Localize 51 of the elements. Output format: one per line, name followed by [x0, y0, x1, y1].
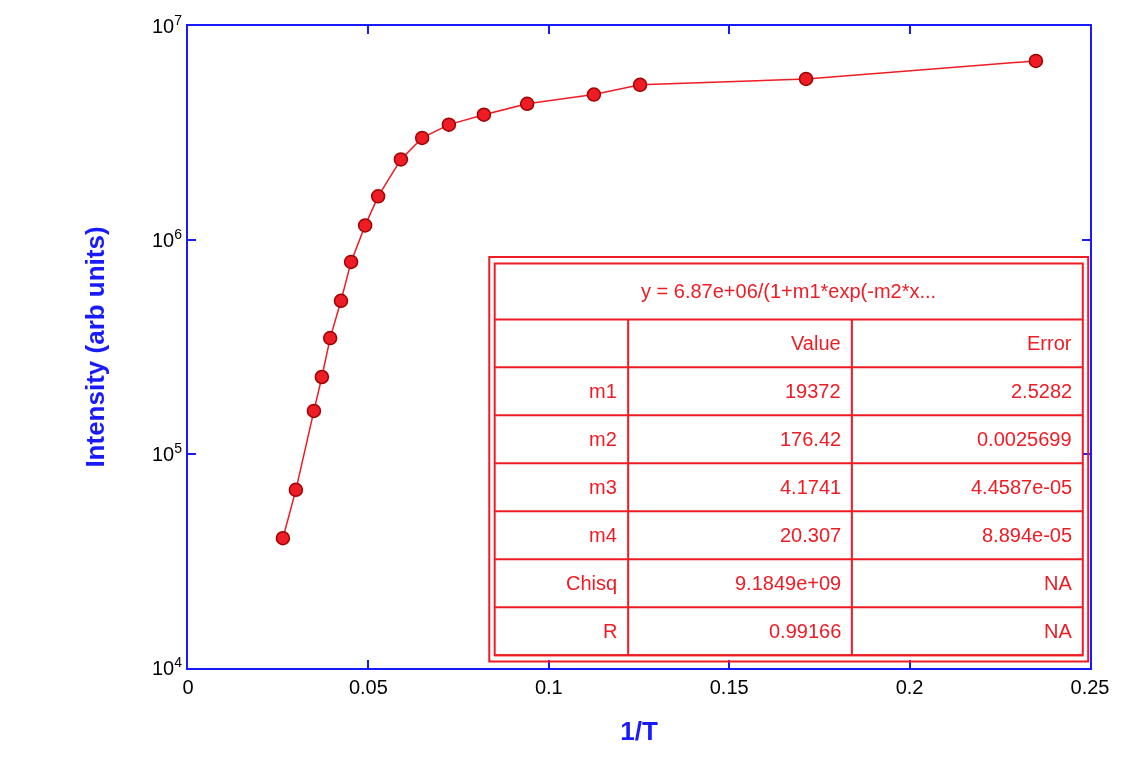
point — [343, 254, 359, 270]
x-tick-label: 0.15 — [709, 676, 749, 698]
y-tick-label: 10$^{6}$ — [151, 225, 183, 251]
annotation: 176.42 — [780, 428, 842, 450]
annotation: R — [603, 620, 618, 642]
annotation: 9.1849e+09 — [735, 572, 842, 594]
point — [333, 293, 349, 309]
point — [393, 152, 409, 167]
point — [306, 403, 322, 419]
annotation: NA — [1044, 572, 1073, 594]
annotation: 19372 — [785, 380, 841, 402]
annotation: m3 — [589, 476, 617, 498]
annotation: y = 6.87e+06/(1+m1*exp(-m2*x... — [641, 280, 937, 302]
annotation: 20.307 — [780, 524, 842, 546]
annotation: m4 — [589, 524, 617, 546]
point — [275, 530, 291, 546]
point — [632, 77, 648, 93]
y-tick-label: 10$^{5}$ — [151, 439, 183, 465]
point — [798, 71, 814, 87]
x-tick-label: 0.2 — [895, 676, 924, 698]
annotation: 2.5282 — [1011, 380, 1073, 402]
point — [314, 369, 330, 385]
point — [357, 218, 373, 233]
point — [288, 482, 304, 498]
annotation: 0.0025699 — [977, 428, 1072, 450]
y-tick-label: 10$^{4}$ — [151, 653, 183, 679]
annotation: 4.4587e-05 — [971, 476, 1073, 498]
annotation: 0.99166 — [769, 620, 842, 642]
annotation: Error — [1027, 332, 1072, 354]
x-tick-label: 0.25 — [1070, 676, 1110, 698]
x-tick-label: 0.05 — [348, 676, 388, 698]
point — [1028, 53, 1044, 69]
annotation: m2 — [589, 428, 617, 450]
point — [476, 107, 492, 122]
x-axis-title: 1/T — [620, 716, 658, 747]
point — [441, 117, 457, 132]
point — [322, 330, 338, 346]
annotation: m1 — [589, 380, 617, 402]
point — [414, 130, 430, 146]
point — [370, 189, 386, 204]
point — [586, 87, 602, 102]
x-tick-label: 0.1 — [534, 676, 563, 698]
y-tick-label: 10$^{7}$ — [151, 11, 183, 37]
annotation: Value — [791, 332, 841, 354]
annotation: 4.1741 — [780, 476, 842, 498]
annotation: NA — [1044, 620, 1073, 642]
annotation: Chisq — [566, 572, 618, 594]
x-tick-label: 0 — [182, 676, 194, 698]
point — [519, 96, 535, 112]
y-axis-title: Intensity (arb units) — [79, 226, 110, 468]
annotation: 8.894e-05 — [982, 524, 1073, 546]
